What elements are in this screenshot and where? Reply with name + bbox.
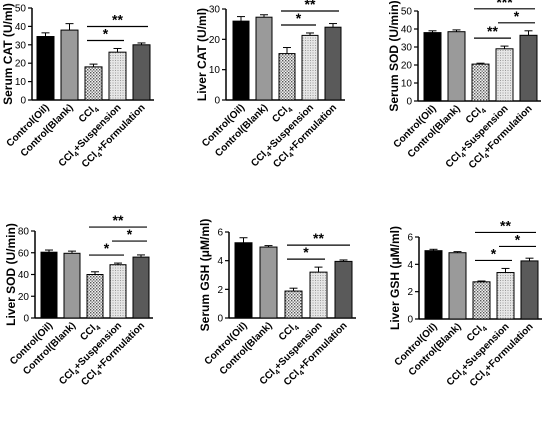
- y-tick-label: 0: [23, 314, 29, 325]
- y-tick-label: 30: [15, 40, 27, 51]
- significance-label: **: [113, 212, 124, 228]
- y-tick-label: 0: [407, 315, 413, 326]
- y-tick-label: 2: [407, 287, 413, 298]
- bar-2: [259, 246, 278, 319]
- bar-5: [132, 44, 151, 101]
- significance-label: ***: [496, 0, 513, 10]
- y-tick-label: 6: [407, 233, 413, 244]
- bar-4: [108, 51, 127, 101]
- significance-label: *: [491, 245, 497, 261]
- y-axis-label: Serum SOD (U/min): [387, 0, 401, 111]
- bar-4: [496, 272, 515, 320]
- significance-label: **: [313, 230, 324, 246]
- bar-3: [278, 53, 296, 101]
- y-axis-label: Serum CAT (U/ml): [1, 3, 15, 105]
- y-tick-label: 30: [209, 5, 221, 16]
- bar-5: [334, 260, 353, 319]
- y-tick-label: 0: [214, 96, 220, 107]
- bar-3: [472, 281, 491, 320]
- significance-label: *: [296, 10, 302, 26]
- y-tick-label: 40: [401, 25, 413, 36]
- bar-1: [234, 242, 253, 319]
- y-tick-label: 30: [401, 43, 413, 54]
- bar-4: [301, 34, 319, 101]
- bar-4: [109, 264, 127, 319]
- y-tick-label: 80: [18, 227, 30, 238]
- y-tick-label: 10: [209, 65, 221, 76]
- y-tick-label: 2: [217, 285, 223, 296]
- bar-2: [255, 16, 273, 101]
- y-tick-label: 4: [217, 256, 223, 267]
- bar-1: [36, 36, 55, 101]
- significance-label: *: [104, 240, 110, 256]
- bar-5: [132, 256, 150, 319]
- y-tick-label: 10: [15, 77, 27, 88]
- y-tick-label: 20: [15, 59, 27, 70]
- y-tick-label: 50: [15, 4, 27, 15]
- y-tick-label: 20: [401, 61, 413, 72]
- bar-5: [520, 260, 539, 320]
- bar-2: [447, 31, 466, 102]
- bar-1: [424, 250, 443, 320]
- y-axis-label: Liver GSH (μM/ml): [388, 226, 402, 330]
- y-axis-label: Liver SOD (U/min): [4, 223, 18, 326]
- y-tick-label: 60: [18, 248, 30, 259]
- y-tick-label: 0: [217, 314, 223, 325]
- y-tick-label: 4: [407, 260, 413, 271]
- y-tick-label: 6: [217, 228, 223, 239]
- bar-2: [60, 29, 79, 101]
- significance-label: **: [500, 217, 511, 233]
- significance-label: *: [515, 231, 521, 247]
- bar-3: [284, 290, 303, 319]
- y-axis-label: Serum GSH (μM/ml): [198, 219, 212, 332]
- y-tick-label: 40: [15, 22, 27, 33]
- bar-3: [86, 274, 104, 319]
- y-tick-label: 20: [18, 292, 30, 303]
- significance-label: *: [303, 244, 309, 260]
- y-axis-label: Liver CAT (U/ml): [195, 8, 209, 101]
- y-tick-label: 40: [18, 270, 30, 281]
- y-tick-label: 0: [406, 97, 412, 108]
- y-tick-label: 10: [401, 79, 413, 90]
- bar-3: [84, 66, 103, 101]
- bar-2: [448, 252, 467, 320]
- y-tick-label: 20: [209, 35, 221, 46]
- y-tick-label: 50: [401, 7, 413, 18]
- bar-5: [519, 34, 538, 102]
- bar-4: [495, 48, 514, 102]
- significance-label: *: [514, 8, 520, 24]
- bar-1: [232, 20, 250, 101]
- significance-label: **: [112, 11, 123, 27]
- significance-label: *: [127, 226, 133, 242]
- bar-1: [423, 32, 442, 102]
- significance-label: **: [487, 23, 498, 39]
- bar-5: [324, 26, 342, 101]
- bar-1: [40, 251, 58, 319]
- significance-label: **: [305, 0, 316, 12]
- bar-3: [471, 63, 490, 102]
- bar-4: [309, 271, 328, 319]
- significance-label: *: [103, 25, 109, 41]
- y-tick-label: 0: [20, 96, 26, 107]
- bar-2: [63, 252, 81, 319]
